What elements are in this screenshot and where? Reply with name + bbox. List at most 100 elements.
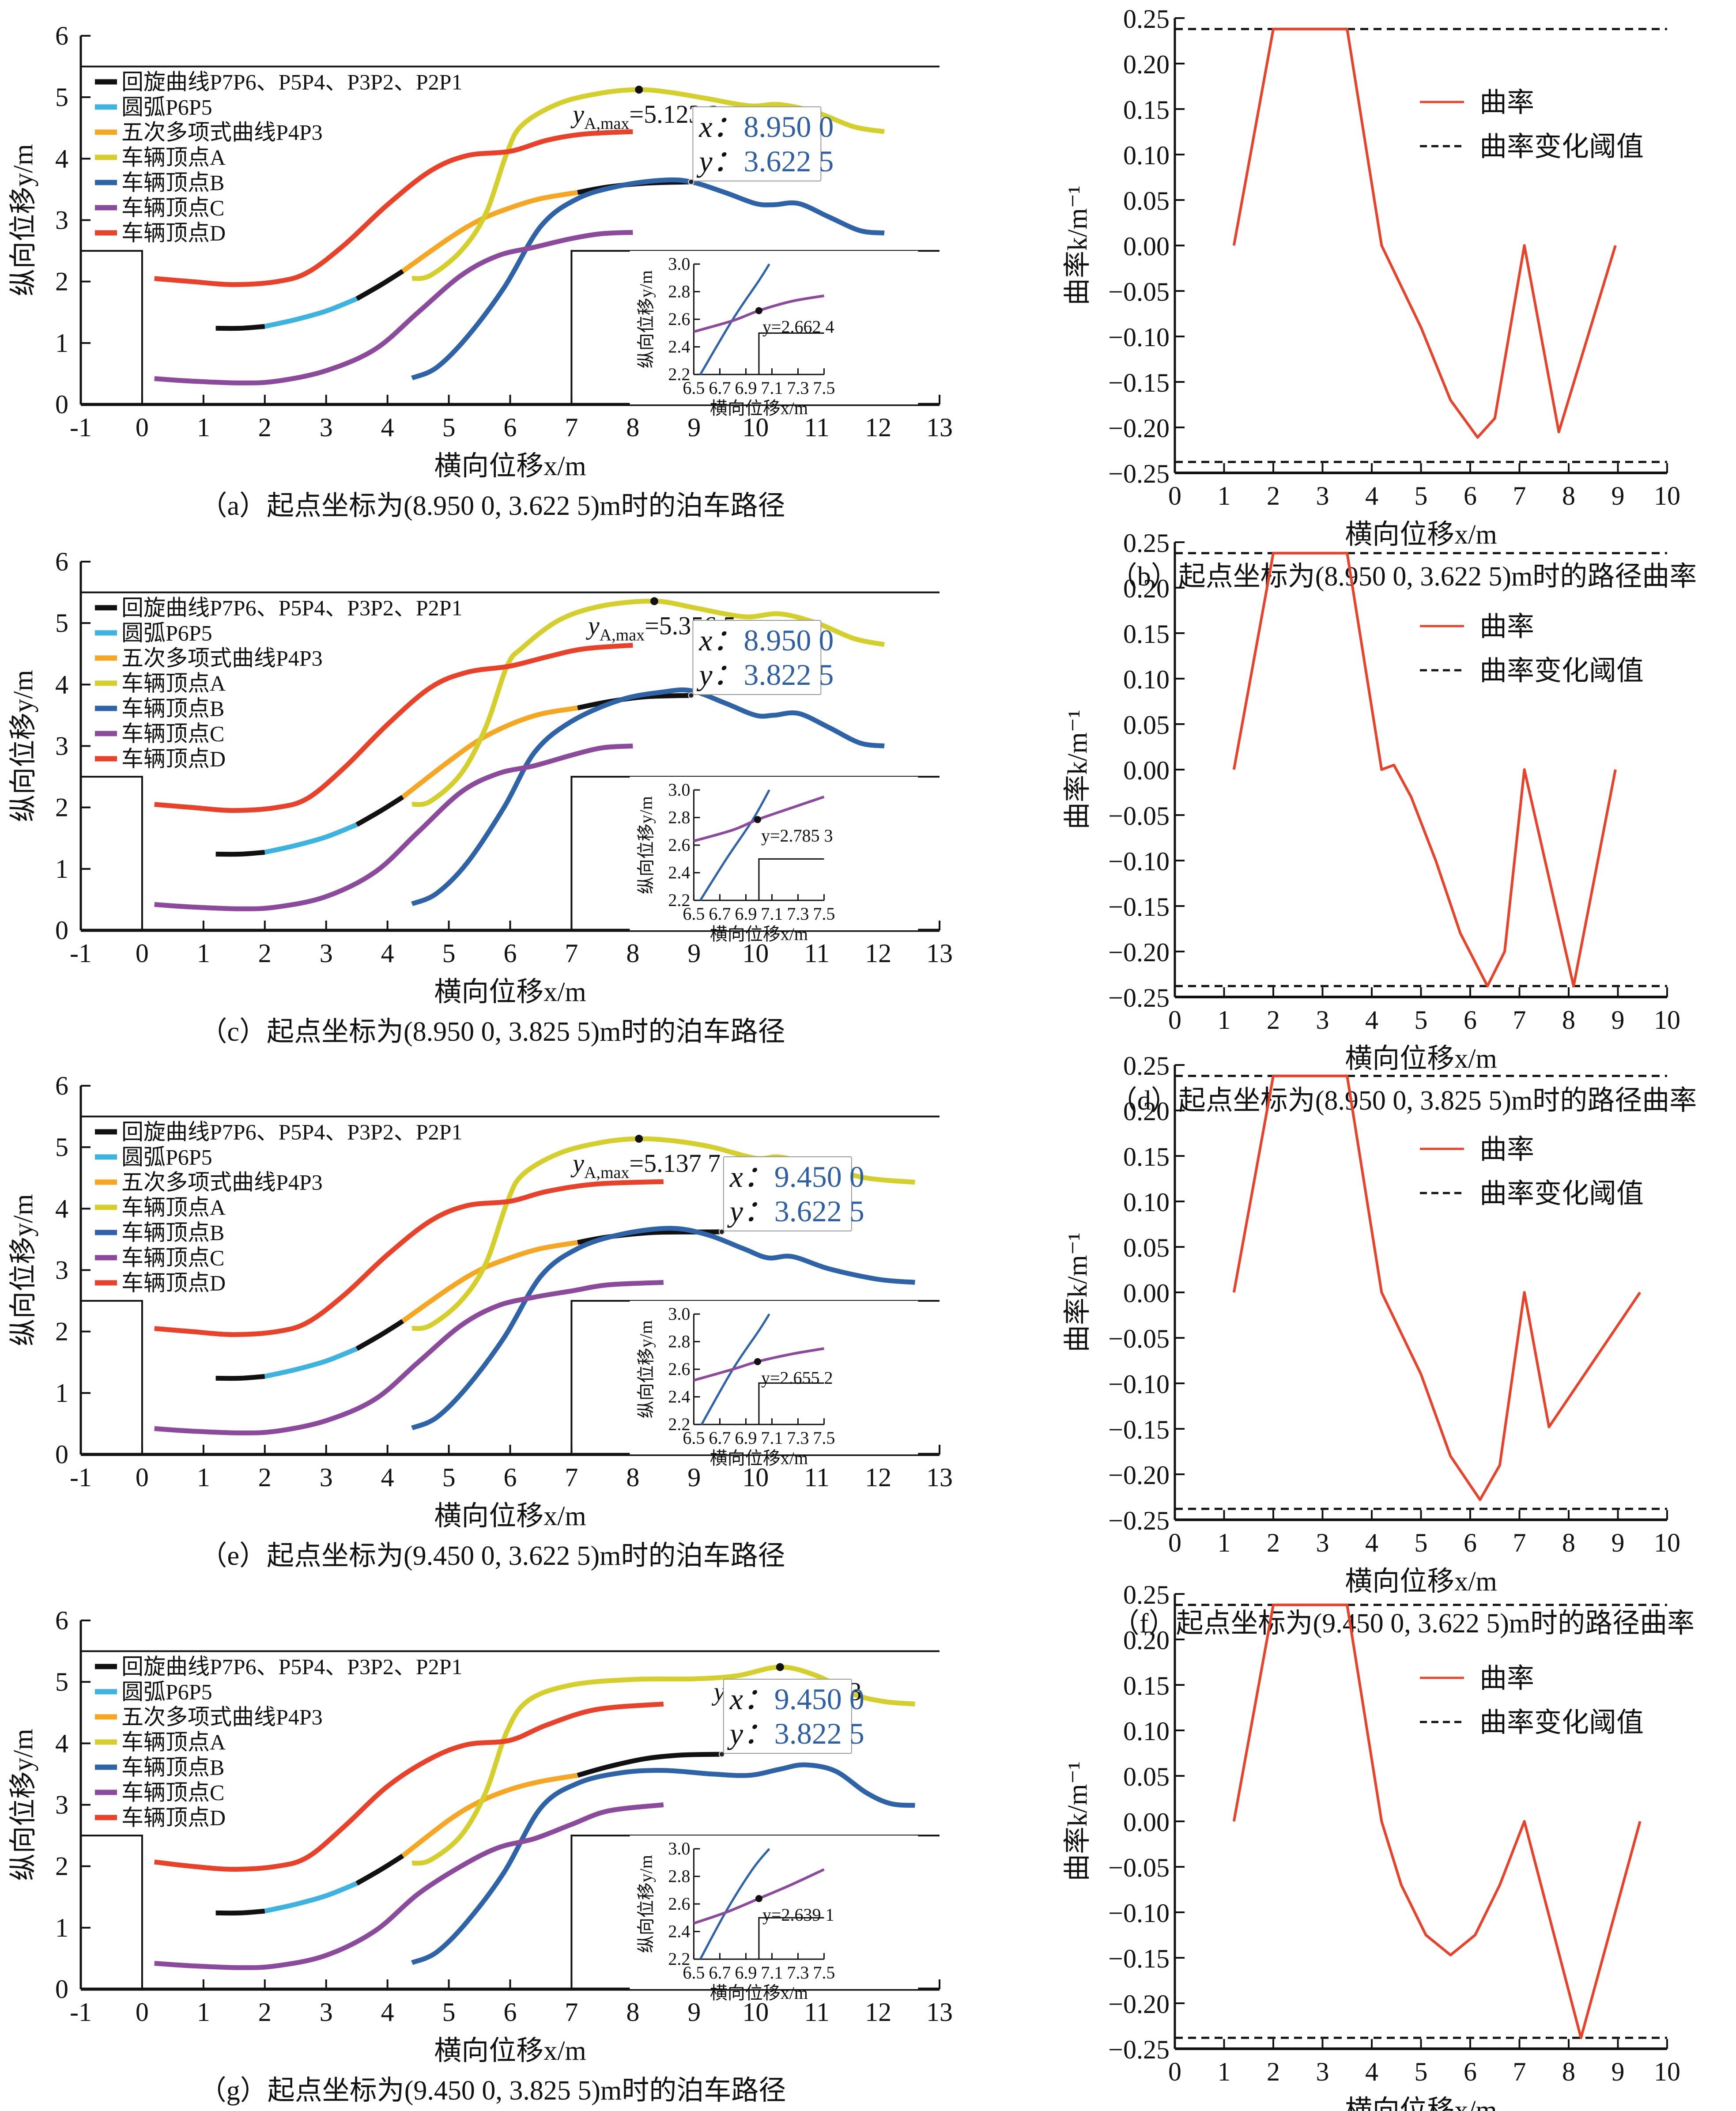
path-panel-g: -1 0 1 2 3 4 5 6 7 8 9 10 11 12 130123456横向位移x/m纵向位移y/…: [8, 1606, 953, 2106]
y-tick-label: 5: [55, 608, 68, 638]
inset-x-tick-label: 7.3: [787, 378, 809, 398]
cursor-point: [718, 1751, 725, 1758]
y-tick-label: 0.10: [1123, 665, 1170, 694]
inset-y-tick-label: 2.8: [668, 1332, 690, 1352]
inset-marker-label: y=2.662 4: [762, 317, 834, 337]
legend-label: 车辆顶点A: [121, 1730, 226, 1754]
inset-background: [630, 1301, 918, 1454]
y-tick-label: 4: [55, 670, 68, 699]
x-tick-label: 12: [865, 413, 891, 442]
inset-y-tick-label: 3.0: [668, 780, 690, 800]
x-tick-label: 10: [742, 413, 769, 442]
legend-label: 曲率: [1479, 612, 1534, 642]
series-圆弧: [264, 822, 358, 855]
x-tick-label: 13: [926, 1463, 953, 1492]
y-tick-label: 0: [55, 390, 68, 419]
x-tick-label: 11: [804, 1463, 830, 1492]
inset-x-tick-label: 7.3: [787, 904, 809, 924]
inset-marker: [755, 1895, 762, 1902]
inset-x-tick-label: 7.1: [761, 378, 783, 398]
x-tick-label: 1: [1218, 2057, 1231, 2086]
series-五次多项式: [401, 705, 578, 799]
datatip-x-value: 9.450 0: [774, 1682, 864, 1716]
inset-y-tick-label: 3.0: [668, 1839, 690, 1858]
y-tick-label: 0.05: [1123, 1762, 1170, 1791]
y-tick-label: 1: [55, 1378, 68, 1408]
cursor-point: [688, 692, 694, 699]
y-tick-label: −0.25: [1108, 983, 1170, 1012]
curvature-panel-f: 0 1 2 3 4 5 6 7 8 9 10 −0.25 −0.20 −0.15 −0.10 −0.05 0.0…: [1063, 1051, 1694, 1639]
curb-left: [81, 1835, 143, 1989]
inset-curb: [758, 1917, 824, 1960]
x-tick-label: 2: [1267, 1005, 1280, 1035]
x-tick-label: 10: [1654, 2057, 1680, 2086]
panel-caption: （c）起点坐标为(8.950 0, 3.825 5)m时的泊车路径: [200, 1017, 785, 1047]
inset-zoom: 6.5 6.7 6.9 7.1 7.3 7.5 2.2 2.4 2.6 2.8 3.0 横向位移x/m…: [630, 1835, 918, 2003]
x-tick-label: 3: [320, 413, 333, 442]
y-tick-label: 2: [55, 1852, 68, 1881]
inset-y-tick-label: 2.2: [668, 890, 690, 910]
y-axis-title: 曲率k/m⁻¹: [1063, 710, 1093, 830]
series-车辆顶点C: [154, 230, 633, 385]
ymax-subscript: A,max: [584, 114, 629, 133]
legend-label: 圆弧P6P5: [121, 1144, 212, 1169]
x-tick-label: 10: [1654, 1528, 1680, 1557]
x-tick-label: 1: [1218, 481, 1231, 510]
legend: 回旋曲线P7P6、P5P4、P3P2、P2P1圆弧P6P5五次多项式曲线P4P3…: [95, 69, 462, 245]
datatip-y-key: y：: [727, 1717, 773, 1750]
curvature-panel-d: 0 1 2 3 4 5 6 7 8 9 10 −0.25 −0.20 −0.15 −0.10 −0.05 0.0…: [1063, 529, 1697, 1116]
y-tick-label: 3: [55, 1790, 68, 1820]
inset-x-tick-label: 6.9: [735, 1963, 757, 1983]
x-tick-label: 5: [1415, 481, 1428, 510]
x-tick-label: 2: [1267, 481, 1280, 510]
y-tick-label: −0.10: [1108, 847, 1170, 876]
y-tick-label: 0.10: [1123, 141, 1170, 170]
y-tick-label: 0.25: [1123, 1051, 1170, 1080]
y-tick-label: 0: [55, 1440, 68, 1469]
datatip-box: [723, 1156, 852, 1231]
inset-y-tick-label: 2.8: [668, 282, 690, 302]
inset-y-tick-label: 2.6: [668, 309, 690, 329]
x-tick-label: 9: [1611, 2057, 1625, 2086]
inset-marker: [755, 307, 762, 314]
x-tick-label: 0: [1168, 2057, 1181, 2086]
panel-caption: （d）起点坐标为(8.950 0, 3.825 5)m时的路径曲率: [1110, 1086, 1697, 1116]
x-tick-label: 7: [1513, 481, 1526, 510]
x-tick-label: 8: [1562, 1005, 1575, 1035]
inset-background: [630, 777, 918, 930]
x-tick-label: 12: [865, 1998, 891, 2027]
legend-label: 曲率: [1479, 88, 1534, 118]
x-tick-label: 4: [1365, 481, 1378, 510]
datatip-x-key: x：: [729, 1682, 773, 1716]
x-tick-label: 9: [687, 1463, 701, 1492]
y-tick-label: 1: [55, 1913, 68, 1942]
x-tick-label: 2: [258, 939, 272, 968]
inset-x-tick-label: 6.7: [709, 1963, 731, 1983]
x-tick-label: 1: [1218, 1528, 1231, 1557]
x-tick-label: 3: [1316, 481, 1329, 510]
legend-label: 回旋曲线P7P6、P5P4、P3P2、P2P1: [121, 1119, 462, 1144]
x-tick-label: 0: [1168, 1528, 1181, 1557]
datatip-y-key: y：: [696, 144, 742, 178]
inset-y-title: 纵向位移y/m: [636, 270, 656, 368]
datatip-box: [692, 106, 822, 181]
ymax-symbol: y: [586, 612, 600, 640]
ymax-symbol: y: [570, 1149, 584, 1178]
inset-x-tick-label: 6.7: [709, 1428, 731, 1448]
x-tick-label: 10: [1654, 1005, 1680, 1035]
x-axis-title: 横向位移x/m: [1345, 1044, 1497, 1074]
ymax-marker: [635, 86, 643, 94]
y-tick-label: 0.25: [1123, 4, 1170, 34]
y-tick-label: 0.05: [1123, 1233, 1170, 1262]
y-tick-label: 5: [55, 1133, 68, 1162]
x-tick-label: 1: [197, 939, 210, 968]
ymax-symbol: y: [570, 100, 584, 128]
x-tick-label: 0: [136, 1463, 149, 1492]
inset-x-tick-label: 6.5: [683, 1428, 705, 1448]
x-tick-label: 2: [258, 1463, 272, 1492]
series-车辆顶点C: [154, 1802, 664, 1970]
x-tick-label: -1: [70, 939, 92, 968]
x-tick-label: 9: [1611, 481, 1625, 510]
